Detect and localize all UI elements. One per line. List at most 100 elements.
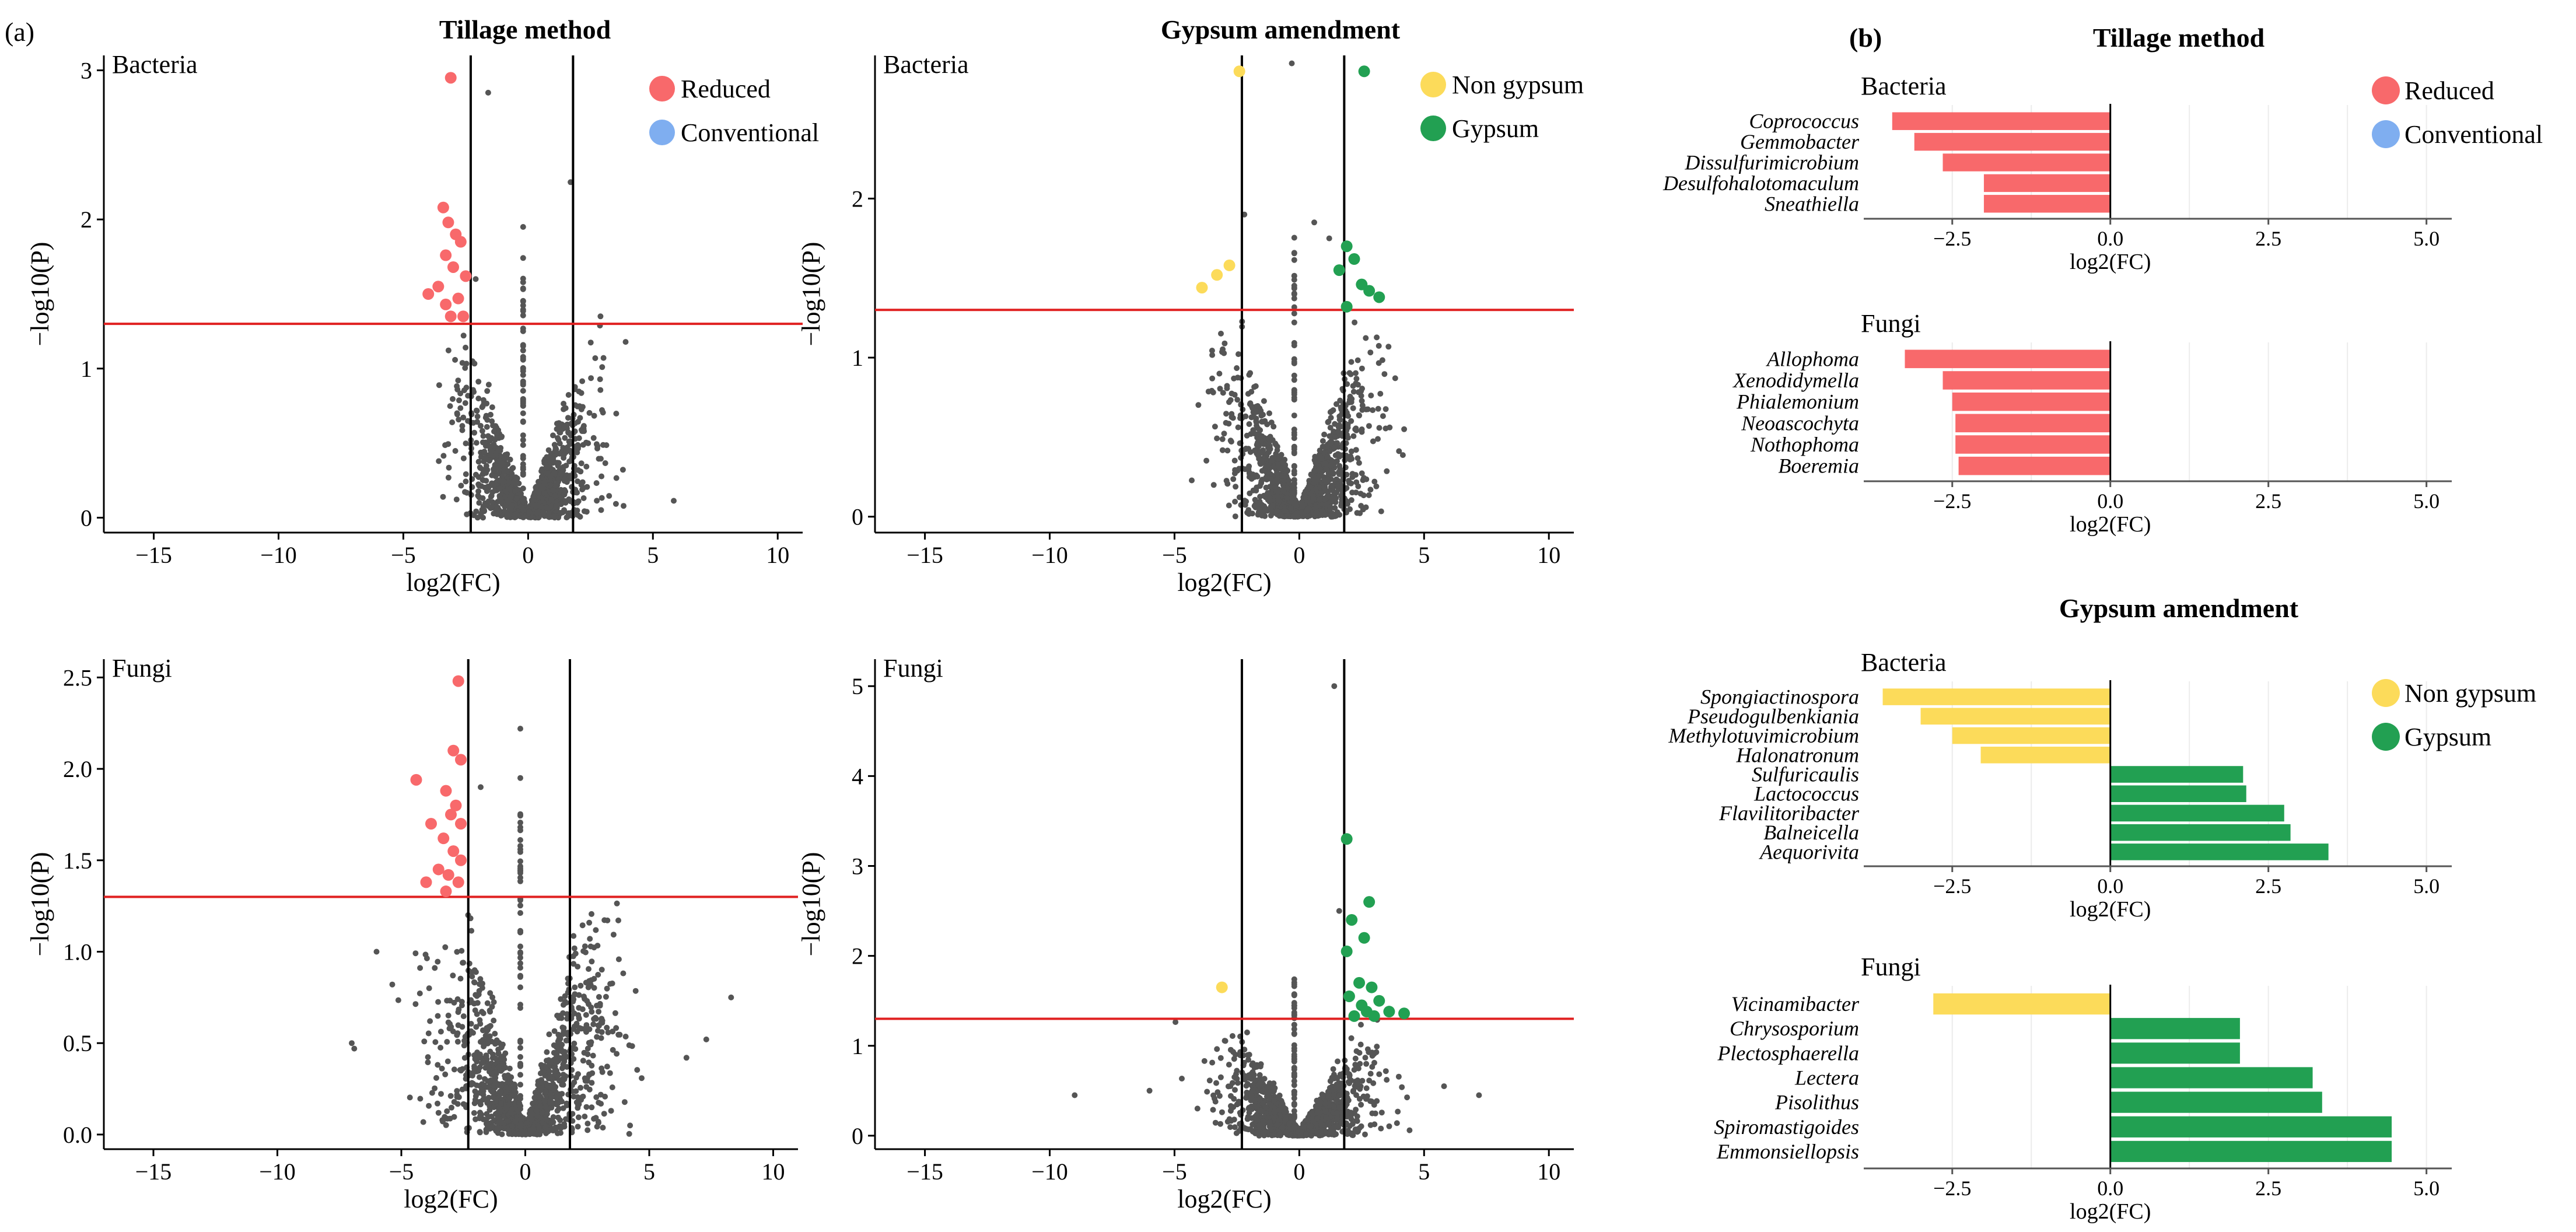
- point: [1258, 412, 1265, 419]
- point: [520, 380, 526, 386]
- point: [1212, 424, 1218, 430]
- point: [605, 1029, 611, 1035]
- point: [458, 482, 464, 489]
- point: [473, 276, 479, 282]
- point: [1336, 463, 1343, 469]
- group-label: Fungi: [883, 654, 943, 682]
- point: [561, 1076, 568, 1082]
- point: [481, 507, 487, 513]
- point: [596, 1023, 602, 1029]
- point: [565, 415, 571, 421]
- point: [475, 379, 482, 385]
- point: [442, 1071, 449, 1077]
- point: [551, 1068, 558, 1074]
- point: [580, 1058, 586, 1064]
- point: [438, 1045, 444, 1051]
- point: [1311, 480, 1317, 486]
- point: [435, 1013, 441, 1019]
- y-tick-label: 5: [852, 673, 863, 699]
- point: [1251, 430, 1258, 437]
- point: [1313, 510, 1320, 516]
- point: [432, 1039, 439, 1045]
- point: [471, 1000, 478, 1007]
- point: [1226, 1062, 1232, 1068]
- point: [1234, 397, 1241, 403]
- y-tick-label: 1.5: [63, 848, 92, 874]
- point: [517, 1002, 523, 1008]
- point: [520, 298, 526, 304]
- point: [1338, 404, 1344, 411]
- x-tick-label: 5: [643, 1158, 655, 1185]
- significant-point-non_gypsum: [1233, 65, 1245, 78]
- point: [589, 1062, 595, 1069]
- point: [552, 1124, 559, 1130]
- point: [487, 990, 494, 996]
- point: [627, 1122, 634, 1129]
- x-tick-label: 0: [520, 1158, 531, 1185]
- point: [468, 1021, 474, 1027]
- point: [1363, 335, 1369, 341]
- point: [598, 507, 604, 513]
- point: [573, 1020, 580, 1027]
- point: [1376, 425, 1382, 431]
- point: [462, 365, 468, 371]
- point: [1311, 219, 1317, 226]
- point: [1242, 502, 1248, 508]
- point: [586, 919, 593, 926]
- point: [612, 1010, 618, 1016]
- point: [586, 1026, 593, 1032]
- point: [1354, 357, 1361, 363]
- point: [575, 1124, 581, 1130]
- point: [1317, 496, 1323, 503]
- point: [1328, 415, 1334, 421]
- point: [589, 1104, 595, 1111]
- y-axis-label: −log10(P): [26, 242, 54, 346]
- point: [576, 435, 582, 442]
- point: [1217, 1121, 1224, 1127]
- point: [1371, 478, 1378, 485]
- point: [604, 917, 611, 923]
- point: [728, 994, 734, 1000]
- point: [1329, 513, 1336, 520]
- point: [1281, 478, 1287, 484]
- volcano-panel-volcano-gypsum-bacteria: −15 −10 −5 0 5 10012log2(FC)−log10(P)Bacteria…: [797, 50, 1584, 597]
- point: [1264, 463, 1270, 470]
- point: [1353, 370, 1359, 376]
- y-tick-label: 2.5: [63, 664, 92, 691]
- point: [555, 435, 561, 441]
- point: [1335, 482, 1342, 489]
- point: [614, 900, 620, 907]
- point: [563, 422, 569, 429]
- point: [1380, 413, 1386, 419]
- non-significant-points: [1072, 683, 1482, 1139]
- point: [541, 513, 548, 519]
- point: [1248, 475, 1255, 482]
- point: [1216, 370, 1223, 377]
- point: [548, 496, 555, 503]
- point: [561, 1028, 567, 1034]
- point: [1355, 483, 1362, 489]
- significant-point-reduced: [447, 261, 459, 273]
- point: [599, 364, 606, 370]
- point: [349, 1040, 355, 1046]
- point: [1376, 1071, 1382, 1077]
- point: [622, 339, 629, 345]
- point: [597, 313, 604, 320]
- point: [1244, 432, 1250, 439]
- point: [520, 419, 526, 425]
- point: [539, 1080, 545, 1086]
- point: [463, 440, 469, 447]
- point: [594, 1034, 600, 1040]
- y-tick-label: 0.5: [63, 1030, 92, 1056]
- point: [1232, 1087, 1238, 1093]
- point: [417, 965, 424, 971]
- point: [480, 397, 487, 403]
- point: [490, 1094, 496, 1101]
- point: [480, 477, 487, 484]
- point: [497, 485, 503, 492]
- point: [455, 1022, 461, 1028]
- point: [1253, 418, 1259, 425]
- point: [445, 1019, 452, 1026]
- point: [590, 435, 597, 441]
- point: [1387, 424, 1393, 430]
